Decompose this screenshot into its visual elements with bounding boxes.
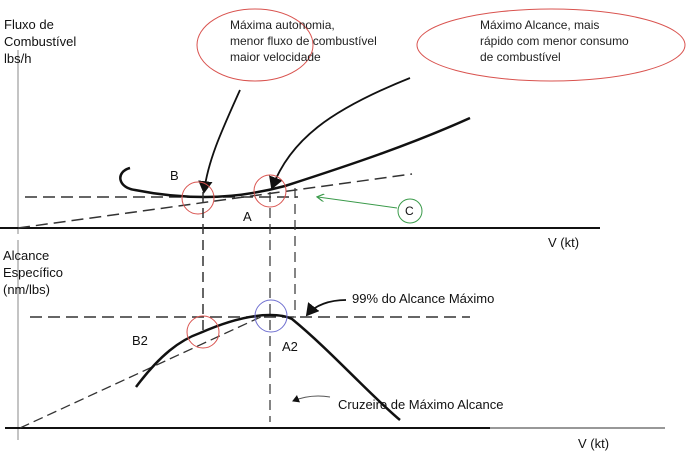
point-b-label: B — [170, 168, 179, 183]
callout-line: rápido com menor consumo — [480, 34, 629, 48]
bottom-y-axis-label: Alcance Específico (nm/lbs) — [3, 247, 63, 298]
note-cruise-text: Cruzeiro de Máximo Alcance — [338, 397, 504, 412]
bottom-x-axis-label: V (kt) — [578, 436, 610, 451]
top-x-axis-label: V (kt) — [548, 235, 580, 250]
top-ylabel-line: Combustível — [4, 34, 77, 49]
point-a-label: A — [243, 209, 252, 224]
note-99-text: 99% do Alcance Máximo — [352, 291, 495, 306]
point-c-label: C — [405, 204, 414, 218]
range-arrow — [269, 77, 411, 190]
tangent-dashed-line — [17, 173, 413, 229]
bottom-ylabel-line: Alcance — [3, 248, 50, 263]
point-a-circle — [253, 174, 287, 208]
point-c-arrow — [318, 197, 398, 209]
point-b2-circle — [186, 315, 220, 349]
endurance-arrow — [198, 89, 241, 194]
point-a2-circle — [254, 299, 288, 333]
callout-line: menor fluxo de combustível — [230, 34, 377, 48]
top-ylabel-line: lbs/h — [4, 51, 32, 66]
callout-range-ellipse — [416, 8, 686, 82]
callout-line: maior velocidade — [230, 50, 321, 64]
top-ylabel-line: Fluxo de — [4, 17, 54, 32]
bottom-ylabel-line: Específico — [3, 265, 63, 280]
point-b2-label: B2 — [132, 333, 148, 348]
point-a2-label: A2 — [282, 339, 298, 354]
note-99-arrow — [305, 299, 347, 317]
point-c-circle — [397, 198, 423, 224]
top-y-axis-label: Fluxo de Combustível lbs/h — [4, 16, 76, 67]
point-b-circle — [181, 181, 215, 215]
bottom-ylabel-line: (nm/lbs) — [3, 282, 50, 297]
specific-range-curve — [135, 313, 401, 421]
callout-endurance-text: Máxima autonomia, menor fluxo de combust… — [230, 17, 377, 65]
callout-endurance-ellipse — [196, 8, 314, 82]
callout-range-text: Máximo Alcance, mais rápido com menor co… — [480, 17, 629, 65]
note-cruise-arrow — [292, 395, 331, 403]
fuel-flow-curve — [119, 116, 471, 199]
callout-line: Máximo Alcance, mais — [480, 18, 600, 32]
callout-line: de combustível — [480, 50, 561, 64]
callout-line: Máxima autonomia, — [230, 18, 335, 32]
